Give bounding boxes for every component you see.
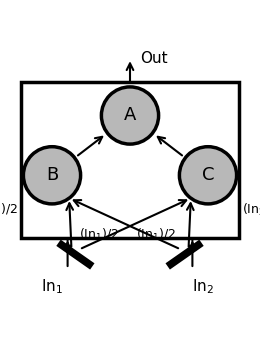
Text: Out: Out <box>140 51 168 66</box>
Text: (In$_2$)/2: (In$_2$)/2 <box>242 203 260 218</box>
Text: In$_1$: In$_1$ <box>41 278 63 296</box>
Circle shape <box>23 147 81 204</box>
Bar <box>21 82 239 238</box>
Text: C: C <box>202 166 214 184</box>
Text: B: B <box>46 166 58 184</box>
Circle shape <box>179 147 237 204</box>
Text: (In$_1$)/2: (In$_1$)/2 <box>0 203 18 218</box>
Text: (In$_1$)/2: (In$_1$)/2 <box>79 227 119 243</box>
Text: A: A <box>124 106 136 125</box>
Text: (In$_1$)/2: (In$_1$)/2 <box>136 227 176 243</box>
Circle shape <box>101 87 159 144</box>
Text: In$_2$: In$_2$ <box>192 278 214 296</box>
